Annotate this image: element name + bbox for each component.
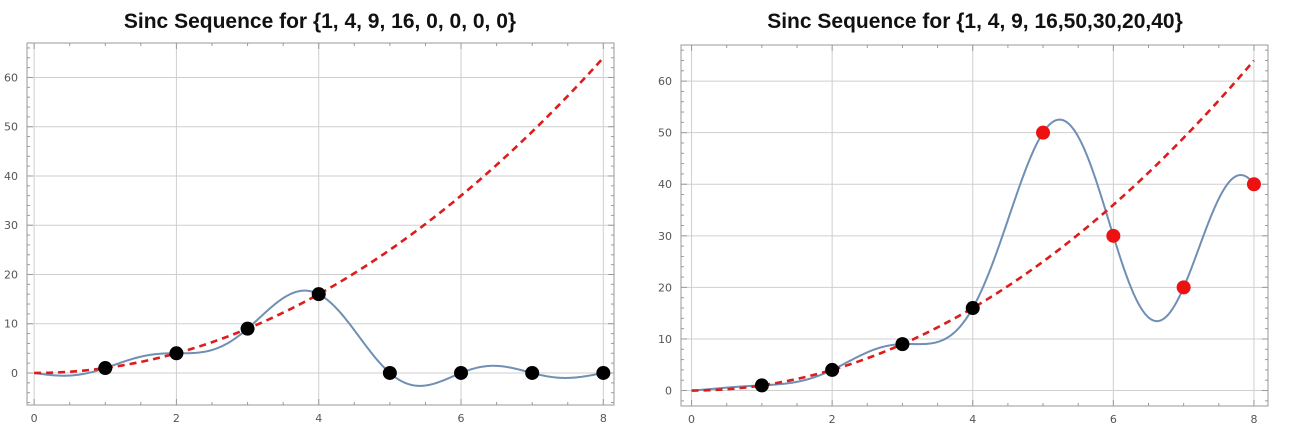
y-tick-label: 30 [658, 230, 672, 243]
sample-point [311, 287, 326, 302]
sample-point [1106, 228, 1121, 243]
y-tick-label: 0 [665, 385, 672, 398]
sample-point [895, 337, 910, 352]
sample-point [525, 365, 540, 380]
plot-frame [26, 42, 615, 406]
y-tick-label: 60 [658, 75, 672, 88]
tick-labels: 0 2 4 6 8 0 10 20 30 40 50 60 [4, 71, 607, 425]
y-tick-label: 40 [658, 178, 672, 191]
sample-point [1176, 280, 1191, 295]
x-tick-label: 0 [31, 412, 38, 425]
sample-points [98, 287, 611, 380]
x-tick-label: 4 [969, 413, 976, 426]
chart-title: Sinc Sequence for {1, 4, 9, 16,50,30,20,… [767, 10, 1183, 33]
sample-point [1246, 177, 1261, 192]
y-tick-label: 20 [4, 268, 18, 281]
chart-title: Sinc Sequence for {1, 4, 9, 16, 0, 0, 0,… [123, 10, 517, 33]
sample-point [825, 362, 840, 377]
grid-lines [681, 45, 1268, 406]
x-tick-label: 2 [173, 412, 180, 425]
y-tick-label: 10 [658, 333, 672, 346]
grid-lines [27, 43, 614, 405]
y-tick-label: 10 [4, 318, 18, 331]
y-tick-label: 40 [4, 170, 18, 183]
chart-panel-right: Sinc Sequence for {1, 4, 9, 16,50,30,20,… [650, 0, 1300, 442]
sample-points [754, 125, 1261, 393]
chart-plot-right: 0 2 4 6 8 0 10 20 30 40 50 60 [658, 44, 1269, 426]
sample-point [596, 365, 611, 380]
y-tick-label: 20 [658, 281, 672, 294]
x-tick-label: 8 [1250, 413, 1257, 426]
sample-point [965, 301, 980, 316]
sample-point [98, 361, 113, 376]
plot-frame [680, 44, 1269, 407]
sample-point [240, 321, 255, 336]
axis-ticks [681, 45, 1268, 406]
sample-point [382, 365, 397, 380]
tick-labels: 0 2 4 6 8 0 10 20 30 40 50 60 [658, 75, 1257, 426]
sample-point [1036, 125, 1051, 140]
y-tick-label: 50 [4, 121, 18, 134]
sample-point [169, 346, 184, 361]
y-tick-label: 30 [4, 219, 18, 232]
y-tick-label: 60 [4, 71, 18, 84]
y-tick-label: 50 [658, 127, 672, 140]
sample-point [454, 365, 469, 380]
x-squared-dashed-line [34, 56, 605, 375]
x-tick-label: 8 [600, 412, 607, 425]
sample-point [754, 378, 769, 393]
axis-ticks [27, 43, 614, 405]
x-tick-label: 6 [1110, 413, 1117, 426]
x-tick-label: 6 [458, 412, 465, 425]
chart-panel-left: Sinc Sequence for {1, 4, 9, 16, 0, 0, 0,… [0, 0, 640, 442]
x-tick-label: 2 [829, 413, 836, 426]
x-tick-label: 0 [688, 413, 695, 426]
y-tick-label: 0 [11, 367, 18, 380]
chart-plot-left: 0 2 4 6 8 0 10 20 30 40 50 60 [4, 42, 615, 425]
x-tick-label: 4 [315, 412, 322, 425]
